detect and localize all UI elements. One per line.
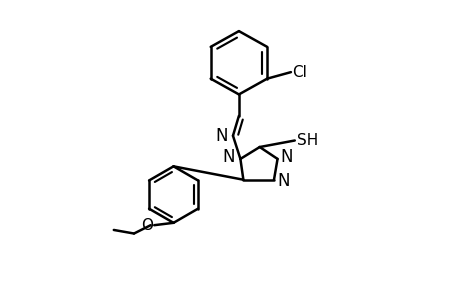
Text: O: O bbox=[140, 218, 152, 233]
Text: N: N bbox=[280, 148, 292, 166]
Text: N: N bbox=[222, 148, 234, 166]
Text: N: N bbox=[276, 172, 289, 190]
Text: Cl: Cl bbox=[292, 64, 307, 80]
Text: SH: SH bbox=[296, 133, 317, 148]
Text: N: N bbox=[215, 127, 227, 145]
